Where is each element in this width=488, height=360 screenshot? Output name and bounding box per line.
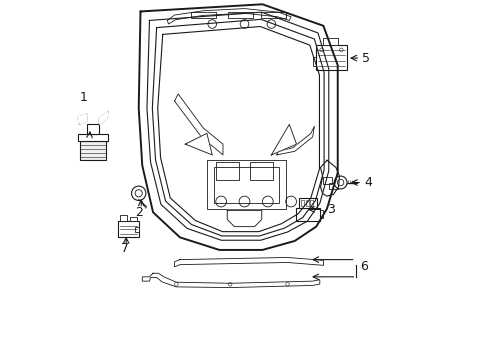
Bar: [299, 198, 316, 208]
Bar: [206, 160, 285, 209]
Polygon shape: [78, 114, 86, 124]
Bar: [228, 12, 253, 18]
Circle shape: [207, 20, 216, 28]
Bar: [120, 215, 126, 221]
Bar: [78, 134, 108, 140]
Polygon shape: [185, 134, 212, 155]
Polygon shape: [99, 112, 108, 124]
Bar: [260, 12, 285, 18]
Bar: [313, 57, 316, 66]
Text: 4: 4: [364, 176, 371, 189]
Text: 6: 6: [360, 260, 367, 273]
Bar: [323, 177, 332, 184]
Bar: [135, 226, 139, 232]
Text: 7: 7: [121, 242, 128, 256]
Bar: [80, 140, 106, 160]
Text: 5: 5: [362, 51, 369, 65]
Circle shape: [131, 186, 145, 201]
Bar: [118, 221, 139, 237]
Circle shape: [266, 20, 275, 28]
Bar: [319, 211, 323, 219]
Bar: [190, 12, 215, 18]
Bar: [296, 208, 319, 221]
Bar: [215, 162, 239, 180]
Circle shape: [240, 20, 248, 28]
Bar: [249, 162, 273, 180]
Bar: [301, 200, 304, 206]
Polygon shape: [227, 211, 261, 226]
Circle shape: [333, 176, 346, 189]
Bar: [305, 200, 308, 206]
Bar: [323, 38, 337, 45]
Bar: [130, 217, 137, 221]
Bar: [316, 45, 346, 69]
Bar: [328, 183, 337, 189]
Text: 1: 1: [80, 91, 87, 104]
Bar: [310, 200, 313, 206]
Bar: [86, 124, 99, 134]
Polygon shape: [271, 125, 296, 155]
Text: 2: 2: [135, 206, 143, 219]
Text: 3: 3: [326, 203, 334, 216]
Bar: [214, 167, 278, 203]
